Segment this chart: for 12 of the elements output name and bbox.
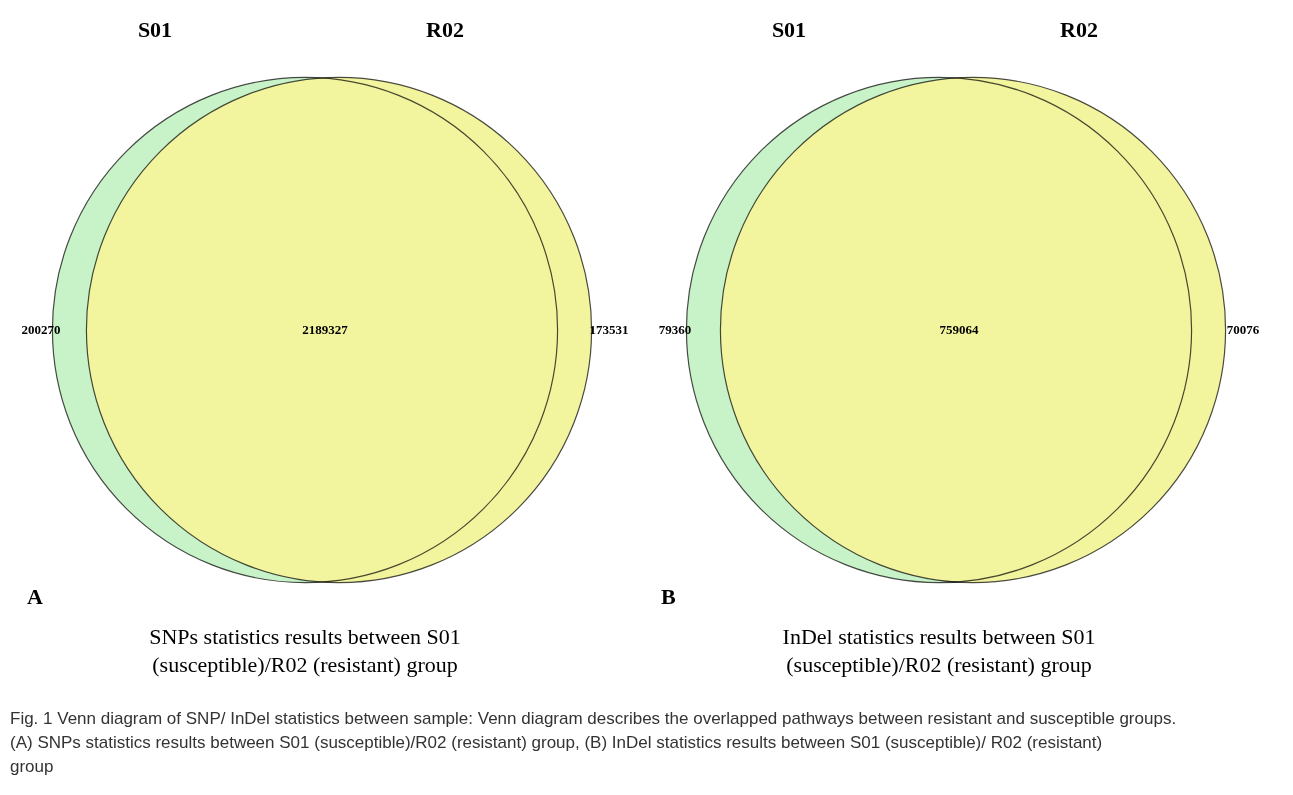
category-label: S01 [137,17,173,42]
text: B [661,584,676,609]
caption: Fig. 1 Venn diagram of SNP/ InDel statistics between sample: Venn diagram describes the overlapped pathways between resistant and susceptible groups. (A) SNPs statistics results between S01 (susceptible)/R02 (resistant) group, (B) InDel statistics results between S01 (susceptible)/ R02 (resistant) group [10,709,1177,776]
data-label: 70076 [1226,322,1260,337]
category-label: S01 [771,17,807,42]
text: A [27,584,43,609]
text: InDel statistics results between S01 (susceptible)/R02 (resistant) group [782,624,1096,677]
data-label: 759064 [939,322,979,337]
category-label: R02 [426,17,464,42]
data-label: 2189327 [302,322,349,337]
category-label: R02 [1060,17,1098,42]
text: SNPs statistics results between S01 (susceptible)/R02 (resistant) group [149,624,461,677]
